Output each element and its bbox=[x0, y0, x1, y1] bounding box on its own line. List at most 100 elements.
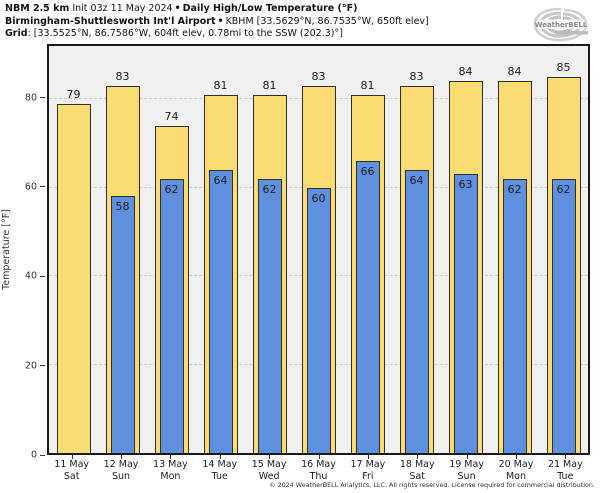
high-bar bbox=[56, 103, 91, 453]
product-title: Daily High/Low Temperature (°F) bbox=[182, 3, 358, 14]
high-value-label: 81 bbox=[360, 78, 375, 92]
low-bar bbox=[551, 178, 576, 453]
y-axis: 0 20 40 60 80 bbox=[0, 44, 47, 461]
low-bar bbox=[208, 169, 233, 453]
bar-group: 81 64 bbox=[196, 46, 245, 453]
model-name: NBM 2.5 km bbox=[5, 3, 70, 14]
x-tick-day: Mon bbox=[505, 471, 526, 482]
low-value-label: 66 bbox=[360, 165, 375, 179]
x-tick-date: 18 May bbox=[399, 459, 435, 470]
bar-group: 74 62 bbox=[147, 46, 196, 453]
x-tick-mark bbox=[565, 455, 567, 459]
x-tick-date: 14 May bbox=[202, 459, 238, 470]
high-value-label: 85 bbox=[556, 60, 571, 74]
low-bar bbox=[355, 161, 380, 453]
low-bar bbox=[110, 196, 135, 453]
high-value-label: 83 bbox=[409, 69, 424, 83]
high-value-label: 84 bbox=[458, 65, 473, 79]
low-value-label: 62 bbox=[262, 182, 277, 196]
low-value-label: 63 bbox=[458, 178, 473, 192]
weatherbell-logo-icon: WeatherBELL bbox=[533, 7, 588, 42]
x-tick-label: 20 May Mon bbox=[499, 459, 534, 483]
x-tick-date: 16 May bbox=[301, 459, 336, 470]
x-tick-mark bbox=[318, 455, 320, 459]
x-tick-label: 14 May Tue bbox=[202, 459, 237, 483]
low-bar bbox=[306, 187, 331, 453]
x-tick-mark bbox=[367, 455, 369, 459]
bar-group: 83 60 bbox=[294, 46, 343, 453]
x-tick-day: Fri bbox=[362, 471, 374, 482]
x-tick-day: Sat bbox=[63, 471, 80, 482]
header-line-station: Birmingham-Shuttlesworth Int'l Airport • K… bbox=[5, 16, 429, 29]
low-bar bbox=[257, 178, 282, 453]
x-tick-label: 11 May Sat bbox=[54, 459, 89, 483]
low-bar bbox=[159, 178, 184, 453]
x-tick-label: 16 May Thu bbox=[301, 459, 336, 483]
low-bar bbox=[502, 178, 527, 453]
grid-meta: : [33.5525°N, 86.7586°W, 604ft elev, 0.7… bbox=[27, 28, 343, 39]
x-tick-date: 21 May bbox=[547, 459, 583, 470]
low-value-label: 60 bbox=[311, 191, 326, 205]
x-axis: 11 May Sat 12 May Sun 13 May Mon 14 May Tue 15 M… bbox=[47, 455, 590, 489]
header-line-model: NBM 2.5 km Init 03z 11 May 2024 • Daily Hi… bbox=[5, 3, 429, 16]
x-tick-mark bbox=[269, 455, 271, 459]
low-bar bbox=[453, 174, 478, 453]
x-tick-mark bbox=[170, 455, 172, 459]
x-tick-mark bbox=[515, 455, 517, 459]
high-value-label: 81 bbox=[262, 78, 277, 92]
plot-area: 79 83 58 74 62 81 64 81 62 83 60 81 66 83 64 84 63 84 62 85… bbox=[47, 44, 590, 455]
low-value-label: 62 bbox=[164, 182, 179, 196]
x-tick-label: 15 May Wed bbox=[252, 459, 287, 483]
bar-group: 85 62 bbox=[539, 46, 588, 453]
x-tick-mark bbox=[219, 455, 221, 459]
bar-group: 79 bbox=[49, 46, 98, 453]
x-tick-day: Sun bbox=[457, 471, 476, 482]
x-tick-day: Mon bbox=[160, 471, 181, 482]
header-line-grid: Grid: [33.5525°N, 86.7586°W, 604ft elev,… bbox=[5, 28, 429, 41]
x-tick-mark bbox=[417, 455, 419, 459]
x-tick-date: 11 May bbox=[54, 459, 90, 470]
y-tick-label: 60 bbox=[24, 181, 37, 193]
grid-label: Grid bbox=[5, 28, 28, 39]
y-tick-mark bbox=[40, 365, 45, 367]
x-tick-date: 15 May bbox=[251, 459, 287, 470]
y-tick-label: 0 bbox=[30, 449, 37, 461]
y-tick-mark bbox=[40, 186, 45, 188]
x-tick-label: 21 May Tue bbox=[548, 459, 583, 483]
low-value-label: 62 bbox=[556, 182, 571, 196]
x-tick-day: Tue bbox=[557, 471, 574, 482]
high-value-label: 84 bbox=[507, 65, 522, 79]
x-tick-date: 19 May bbox=[449, 459, 484, 470]
copyright-notice: © 2024 WeatherBELL Analytics, LLC. All r… bbox=[269, 481, 595, 489]
high-value-label: 79 bbox=[66, 87, 81, 101]
low-bar bbox=[404, 169, 429, 453]
chart-header: NBM 2.5 km Init 03z 11 May 2024 • Daily Hi… bbox=[5, 3, 429, 41]
y-tick-label: 20 bbox=[24, 360, 37, 372]
bar-group: 83 58 bbox=[98, 46, 147, 453]
x-tick-date: 13 May bbox=[153, 459, 188, 470]
x-tick-day: Tue bbox=[211, 471, 228, 482]
x-tick-label: 19 May Sun bbox=[449, 459, 484, 483]
x-tick-label: 17 May Fri bbox=[350, 459, 385, 483]
bar-group: 81 66 bbox=[343, 46, 392, 453]
low-value-label: 64 bbox=[213, 173, 228, 187]
bar-group: 83 64 bbox=[392, 46, 441, 453]
bullet-separator: • bbox=[217, 15, 224, 27]
x-tick-label: 18 May Sat bbox=[400, 459, 435, 483]
y-tick-mark bbox=[40, 275, 45, 277]
bar-group: 81 62 bbox=[245, 46, 294, 453]
x-tick-label: 13 May Mon bbox=[153, 459, 188, 483]
y-tick-label: 40 bbox=[24, 270, 37, 282]
x-tick-day: Wed bbox=[258, 471, 280, 482]
low-value-label: 64 bbox=[409, 173, 424, 187]
y-tick-label: 80 bbox=[24, 92, 37, 104]
bullet-separator: • bbox=[174, 3, 181, 14]
y-tick-mark bbox=[40, 97, 45, 99]
x-tick-mark bbox=[71, 455, 73, 459]
low-value-label: 58 bbox=[115, 200, 130, 214]
bar-group: 84 63 bbox=[441, 46, 490, 453]
y-tick-mark bbox=[40, 454, 45, 456]
low-value-label: 62 bbox=[507, 182, 522, 196]
x-tick-date: 12 May bbox=[103, 459, 139, 470]
